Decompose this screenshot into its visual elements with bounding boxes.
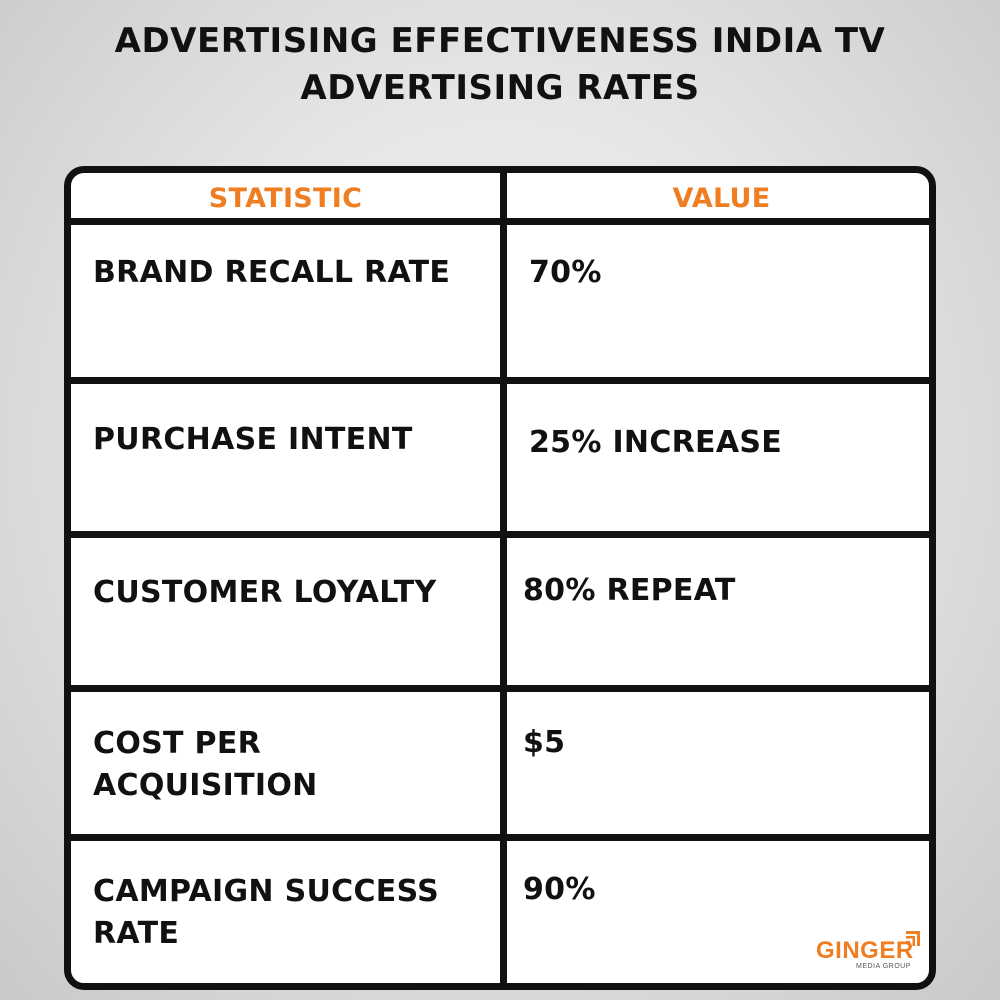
ginger-media-group-logo: GINGER MEDIA GROUP (816, 928, 926, 974)
table-row-value: $5 (523, 725, 566, 760)
table-row-statistic: CUSTOMER LOYALTY (93, 575, 437, 610)
table-row-statistic: BRAND RECALL RATE (93, 255, 451, 290)
row-divider (71, 377, 929, 384)
table-row-statistic: COST PER ACQUISITION (93, 726, 318, 803)
page-title-line-1: ADVERTISING EFFECTIVENESS INDIA TV (114, 21, 886, 61)
statistics-table: STATISTIC VALUE BRAND RECALL RATE 70% PU… (64, 166, 936, 990)
bars-corner-icon (906, 931, 920, 946)
table-row-statistic: CAMPAIGN SUCCESS RATE (93, 874, 440, 951)
table-row-value: 80% REPEAT (523, 573, 736, 608)
table-row-value: 25% INCREASE (529, 425, 783, 460)
row-divider (71, 531, 929, 538)
logo-wordmark: GINGER (816, 937, 914, 964)
row-divider (71, 834, 929, 841)
column-divider (500, 173, 507, 983)
table-row-value: 90% (523, 872, 596, 907)
table-row-statistic: PURCHASE INTENT (93, 422, 413, 457)
row-divider (71, 685, 929, 692)
column-header-statistic: STATISTIC (208, 183, 363, 214)
table-row-value: 70% (529, 255, 602, 290)
logo-subtitle: MEDIA GROUP (856, 963, 911, 970)
page-title-line-2: ADVERTISING RATES (300, 68, 700, 108)
page-title: ADVERTISING EFFECTIVENESS INDIA TV ADVER… (0, 18, 1000, 112)
row-divider (71, 218, 929, 225)
column-header-value: VALUE (672, 183, 771, 214)
